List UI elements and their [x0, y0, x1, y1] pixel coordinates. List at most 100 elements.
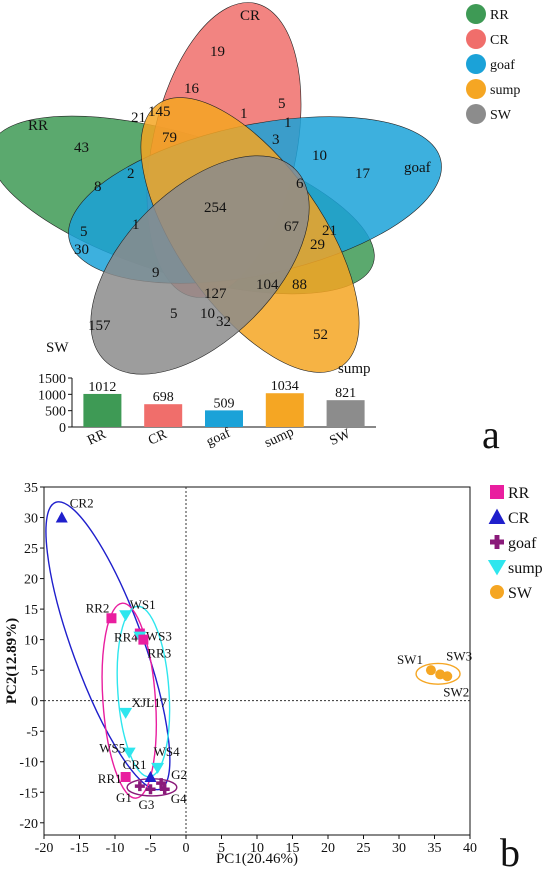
pca-x-tick-label: -20	[35, 841, 54, 856]
pca-point-sw1	[425, 665, 436, 676]
pca-point-g2	[156, 778, 167, 789]
pca-x-tick-label: 0	[183, 841, 190, 856]
pca-y-tick-label: 5	[31, 664, 38, 679]
pca-legend-marker-rr	[490, 485, 504, 499]
pca-point-label: G1	[116, 790, 132, 805]
pca-legend-marker-sw	[490, 585, 504, 599]
pca-x-tick-label: -10	[106, 841, 125, 856]
pca-point-rr2	[106, 613, 117, 624]
venn-set-label-goaf: goaf	[404, 160, 431, 176]
pca-x-tick-label: 40	[463, 841, 477, 856]
venn-region-count: 30	[74, 242, 89, 258]
venn-legend: RR CR goaf sump SW	[466, 4, 520, 124]
pca-point-label: XJL17	[132, 695, 168, 710]
pca-x-tick-label: 20	[321, 841, 335, 856]
legend-swatch-rr	[466, 4, 486, 24]
venn-region-count: 6	[296, 176, 304, 192]
pca-point-label: WS3	[146, 629, 172, 644]
pca-legend-marker-sump	[487, 560, 507, 576]
pca-ellipses	[45, 501, 461, 799]
pca-legend-label: goaf	[508, 535, 537, 552]
legend-swatch-goaf	[466, 54, 486, 74]
bar-rr	[83, 393, 122, 427]
bar-value-label: 509	[214, 396, 235, 411]
bar-value-label: 821	[335, 386, 356, 401]
venn-ellipse-sw	[90, 155, 310, 375]
venn-region-count: 1	[284, 115, 292, 131]
bar-y-tick-label: 1000	[38, 388, 66, 403]
pca-point-cr2	[55, 511, 68, 523]
bar-value-label: 1034	[271, 379, 299, 394]
pca-y-tick-label: 15	[24, 603, 38, 618]
pca-legend-marker-cr	[488, 508, 506, 524]
pca-ellipse-rr	[101, 602, 157, 799]
pca-point-label: WS5	[99, 741, 125, 756]
pca-point-label: CR2	[70, 496, 94, 511]
pca-point-label: RR1	[98, 771, 122, 786]
pca-point-cr1	[144, 771, 157, 782]
pca-point-label: SW3	[446, 648, 472, 663]
venn-region-count: 5	[278, 96, 286, 112]
pca-y-tick-label: -20	[19, 817, 38, 832]
pca-point-sw2	[442, 671, 453, 682]
pca-y-tick-label: 35	[24, 481, 38, 496]
pca-point-label: CR1	[123, 757, 147, 772]
venn-set-label-cr: CR	[240, 8, 260, 24]
venn-region-count: 1	[132, 217, 140, 233]
legend-label-cr: CR	[490, 33, 509, 48]
venn-region-count: 104	[256, 277, 279, 293]
venn-region-count: 52	[313, 327, 328, 343]
bar-category-label: SW	[327, 426, 353, 449]
pca-x-tick-label: -15	[70, 841, 89, 856]
pca-point-label: G2	[171, 767, 187, 782]
pca-point-label: SW2	[443, 684, 469, 699]
legend-swatch-sump	[466, 79, 486, 99]
pca-y-tick-label: -10	[19, 756, 38, 771]
pca-x-tick-label: 15	[286, 841, 300, 856]
pca-y-tick-label: -15	[19, 786, 38, 801]
venn-region-count: 157	[88, 318, 111, 334]
pca-point-g4	[159, 784, 170, 795]
pca-point-xjl17	[119, 707, 133, 719]
venn-region-count: 1	[240, 106, 248, 122]
legend-label-sw: SW	[490, 108, 512, 123]
venn-region-count: 16	[184, 81, 200, 97]
pca-y-tick-label: -5	[26, 725, 38, 740]
pca-point-label: WS4	[154, 744, 181, 759]
venn-region-count: 8	[94, 179, 102, 195]
pca-y-tick-label: 25	[24, 542, 38, 557]
venn-region-count: 67	[284, 219, 300, 235]
venn-region-count: 145	[148, 104, 171, 120]
pca-legend: RR CR goaf sump SW	[487, 485, 543, 602]
venn-region-count: 21	[322, 223, 337, 239]
legend-label-sump: sump	[490, 83, 520, 98]
pca-point-label: RR2	[86, 600, 110, 615]
bar-y-tick-label: 0	[59, 421, 66, 436]
pca-point-label: G3	[139, 797, 155, 812]
venn-region-count: 127	[204, 286, 227, 302]
pca-x-tick-label: -5	[145, 841, 157, 856]
bar-sump	[265, 393, 304, 427]
bar-goaf	[205, 410, 243, 427]
bar-y-tick-label: 500	[45, 405, 66, 420]
pca-y-tick-label: 20	[24, 573, 38, 588]
venn-set-label-sump: sump	[338, 361, 371, 377]
pca-y-tick-label: 30	[24, 512, 38, 527]
venn-region-count: 19	[210, 44, 225, 60]
venn-region-count: 3	[272, 132, 280, 148]
panel-label-b: b	[500, 830, 520, 875]
legend-swatch-cr	[466, 29, 486, 49]
panel-label-a: a	[482, 412, 500, 457]
venn-region-count: 29	[310, 237, 325, 253]
pca-point-label: G4	[171, 791, 187, 806]
venn-region-counts: 19 16 1 5 1 145 21 79 3 10 17 6 43 2 8 2…	[74, 44, 371, 343]
venn-region-count: 43	[74, 140, 89, 156]
pca-panel: -20 -15 -10 -5 0 5 10 15 20 25 30 35 40 -20 -15 -10 -5 0 5…	[0, 470, 550, 876]
pca-x-tick-label: 25	[357, 841, 371, 856]
pca-x-tick-label: 5	[218, 841, 225, 856]
venn-set-label-rr: RR	[28, 118, 48, 134]
pca-point-label: SW1	[397, 652, 423, 667]
pca-x-tick-label: 35	[428, 841, 442, 856]
pca-ticks: -20 -15 -10 -5 0 5 10 15 20 25 30 35 40 -20 -15 -10 -5 0 5…	[19, 481, 477, 856]
pca-legend-label: CR	[508, 510, 530, 527]
